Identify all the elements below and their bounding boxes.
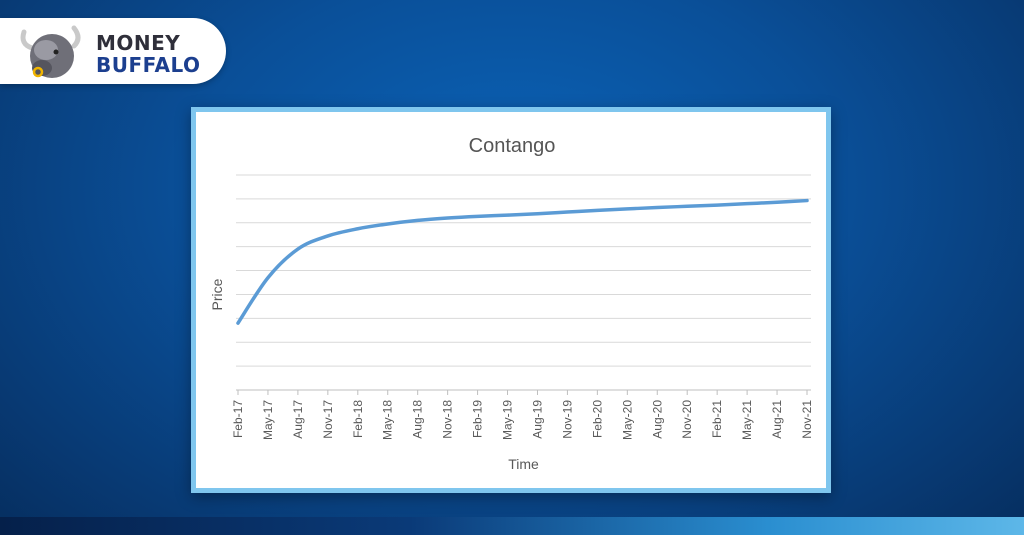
y-axis-label: Price [209, 278, 225, 310]
x-axis-tick-labels: Feb-17 May-17 Aug-17 Nov-17 Feb-18 May-18 Aug-… [231, 390, 814, 440]
chart-frame: Contango Feb-17 May-17 Aug-17 Nov-17 Feb-18 M… [191, 107, 831, 493]
x-tick-label: Aug-19 [530, 400, 544, 439]
x-tick-label: Nov-19 [560, 400, 574, 439]
x-tick-label: Nov-21 [800, 400, 814, 439]
chart-title: Contango [469, 135, 556, 157]
footer-accent-band [0, 517, 1024, 535]
x-tick-label: Nov-18 [441, 400, 455, 439]
x-tick-label: Nov-20 [680, 400, 694, 439]
series-group [236, 198, 809, 325]
x-tick-label: Nov-17 [321, 400, 335, 439]
x-tick-label: May-21 [740, 400, 754, 440]
x-tick-label: Aug-21 [770, 400, 784, 439]
brand-logo: MONEY BUFFALO [0, 18, 226, 84]
brand-name-line2: BUFFALO [96, 53, 201, 77]
x-tick-label: Feb-20 [590, 400, 604, 438]
x-tick-label: May-20 [620, 400, 634, 440]
brand-name-line1: MONEY [96, 31, 181, 55]
x-tick-label: May-17 [261, 400, 275, 440]
x-tick-label: Aug-18 [411, 400, 425, 439]
x-tick-label: Aug-17 [291, 400, 305, 439]
x-tick-label: May-18 [381, 400, 395, 440]
x-tick-label: Feb-19 [471, 400, 485, 438]
gridlines [236, 174, 811, 391]
series-line [236, 198, 809, 325]
buffalo-head-icon [20, 25, 81, 78]
x-tick-label: Feb-21 [710, 400, 724, 438]
x-tick-label: May-19 [501, 400, 515, 440]
x-tick-label: Aug-20 [650, 400, 664, 439]
x-tick-label: Feb-18 [351, 400, 365, 438]
x-tick-label: Feb-17 [231, 400, 245, 438]
contango-line-chart: Contango Feb-17 May-17 Aug-17 Nov-17 Feb-18 M… [209, 135, 814, 472]
x-axis-label: Time [508, 456, 539, 472]
